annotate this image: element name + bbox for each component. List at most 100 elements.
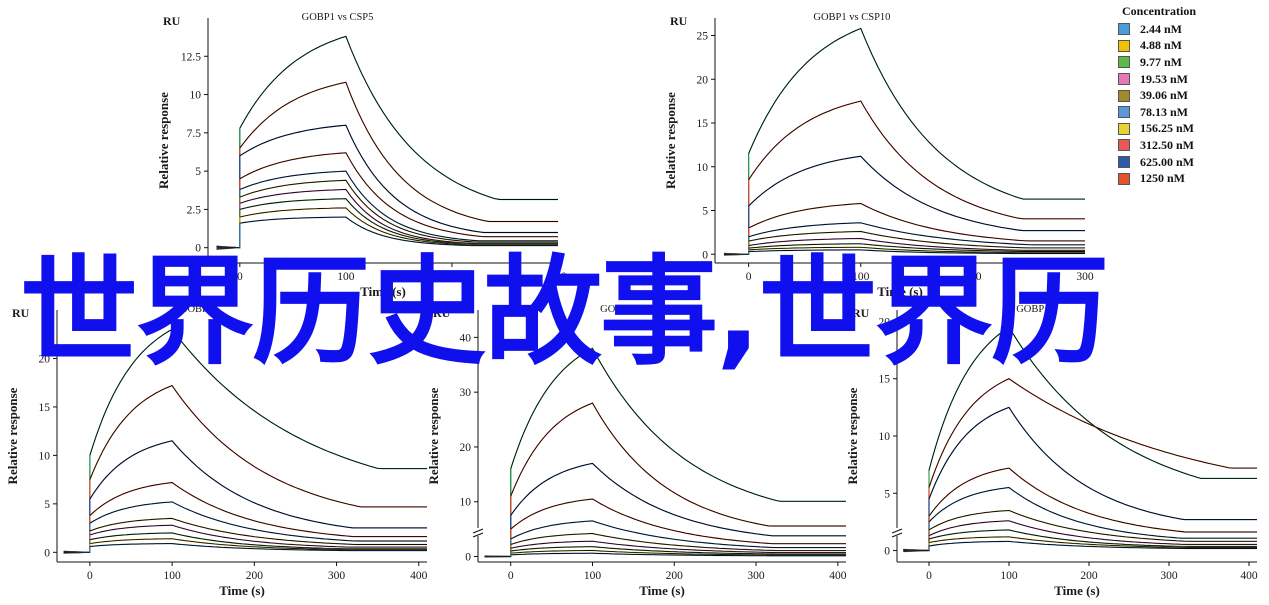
x-tick-label: 300	[1076, 271, 1094, 283]
data-curve	[484, 402, 846, 558]
fit-curve	[723, 249, 1085, 255]
legend-label: 1250 nM	[1140, 171, 1185, 186]
fit-curve	[484, 550, 846, 557]
fit-curve	[63, 543, 427, 553]
data-curve	[216, 81, 558, 249]
y-tick-label: 15	[879, 374, 891, 386]
fit-curve	[63, 524, 427, 554]
fit-curve	[216, 179, 558, 250]
x-tick-label: 200	[666, 570, 684, 582]
y-axis-label: Relative response	[5, 387, 20, 484]
x-tick-label: 0	[746, 271, 752, 283]
fit-curve	[63, 385, 427, 553]
x-tick-label: 100	[163, 570, 181, 582]
fit-curve	[723, 231, 1085, 256]
legend-label: 4.88 nM	[1140, 38, 1182, 53]
legend-label: 156.25 nM	[1140, 121, 1194, 136]
x-tick-label: 400	[1240, 570, 1258, 582]
x-tick-label: 200	[443, 271, 461, 283]
legend-item: 78.13 nM	[1118, 104, 1258, 121]
x-tick-label: 300	[328, 570, 346, 582]
fit-curve	[903, 487, 1257, 552]
y-tick-label: 20	[39, 353, 51, 365]
fit-curve	[723, 238, 1085, 255]
fit-curve	[903, 467, 1257, 551]
x-tick-label: 300	[1160, 570, 1178, 582]
y-tick-label: 0	[44, 547, 50, 559]
fit-curve	[63, 440, 427, 553]
y-tick-label: 12.5	[181, 51, 201, 63]
fit-curve	[63, 532, 427, 553]
fit-curve	[903, 510, 1257, 553]
legend-swatch	[1118, 23, 1130, 36]
fit-curve	[216, 81, 558, 249]
legend-swatch	[1118, 122, 1130, 135]
y-tick-label: 10	[697, 162, 709, 174]
y-tick-label: 2.5	[187, 204, 202, 216]
y-tick-label: 40	[460, 332, 472, 344]
y-tick-label: 10	[190, 90, 202, 102]
legend-swatch	[1118, 156, 1130, 169]
x-axis-label: Time (s)	[360, 284, 406, 299]
fit-curve	[484, 540, 846, 558]
y-tick-label: 25	[697, 31, 709, 43]
y-axis-label: Relative response	[426, 387, 441, 484]
fit-curve	[484, 402, 846, 557]
unit-label: RU	[670, 14, 688, 28]
fit-curve	[216, 170, 558, 250]
chart-title: GOBP1 vs CSP10	[813, 12, 890, 23]
y-tick-label: 20	[879, 316, 891, 328]
fit-curve	[903, 529, 1257, 551]
fit-curve	[63, 517, 427, 554]
legend-swatch	[1118, 172, 1130, 185]
y-tick-label: 5	[195, 166, 201, 178]
fit-curve	[903, 326, 1257, 551]
fit-curve	[484, 520, 846, 558]
x-tick-label: 200	[246, 570, 264, 582]
legend-item: 1250 nM	[1118, 170, 1258, 187]
legend-label: 9.77 nM	[1140, 54, 1182, 69]
y-tick-label: 0	[195, 243, 201, 255]
fit-curve	[216, 35, 558, 249]
legend-swatch	[1118, 139, 1130, 152]
fit-curve	[216, 124, 558, 249]
data-curve	[63, 481, 427, 553]
x-tick-label: 400	[410, 570, 428, 582]
fit-curve	[723, 246, 1085, 255]
legend-item: 39.06 nM	[1118, 87, 1258, 104]
data-curve	[484, 462, 846, 558]
data-curve	[903, 509, 1257, 553]
legend-item: 2.44 nM	[1118, 21, 1258, 38]
y-tick-label: 20	[697, 74, 709, 86]
fit-curve	[63, 482, 427, 553]
unit-label: RU	[852, 306, 870, 320]
axis-break-mark	[472, 532, 484, 538]
concentration-legend: Concentration 2.44 nM 4.88 nM 9.77 nM 19.53…	[1118, 4, 1258, 187]
y-tick-label: 5	[44, 499, 50, 511]
y-axis-label: Relative response	[156, 92, 171, 189]
fit-curve	[63, 538, 427, 553]
x-tick-label: 0	[87, 570, 93, 582]
x-tick-label: 100	[584, 570, 602, 582]
y-axis-label: Relative response	[845, 387, 860, 484]
axis-break-mark	[891, 532, 903, 538]
axis-break-mark	[472, 528, 484, 534]
fit-curve	[723, 203, 1085, 255]
fit-curve	[216, 216, 558, 249]
legend-swatch	[1118, 89, 1130, 102]
fit-curve	[724, 27, 1085, 255]
legend-item: 19.53 nM	[1118, 71, 1258, 88]
y-tick-label: 5	[702, 206, 708, 218]
fit-curve	[723, 155, 1085, 255]
legend-label: 78.13 nM	[1140, 104, 1188, 119]
y-tick-label: 0	[465, 552, 471, 564]
x-tick-label: 300	[747, 570, 765, 582]
x-tick-label: 400	[829, 570, 847, 582]
data-curve	[724, 27, 1085, 255]
y-tick-label: 15	[39, 402, 51, 414]
fit-curve	[723, 222, 1085, 256]
y-axis-label: Relative response	[663, 92, 678, 189]
